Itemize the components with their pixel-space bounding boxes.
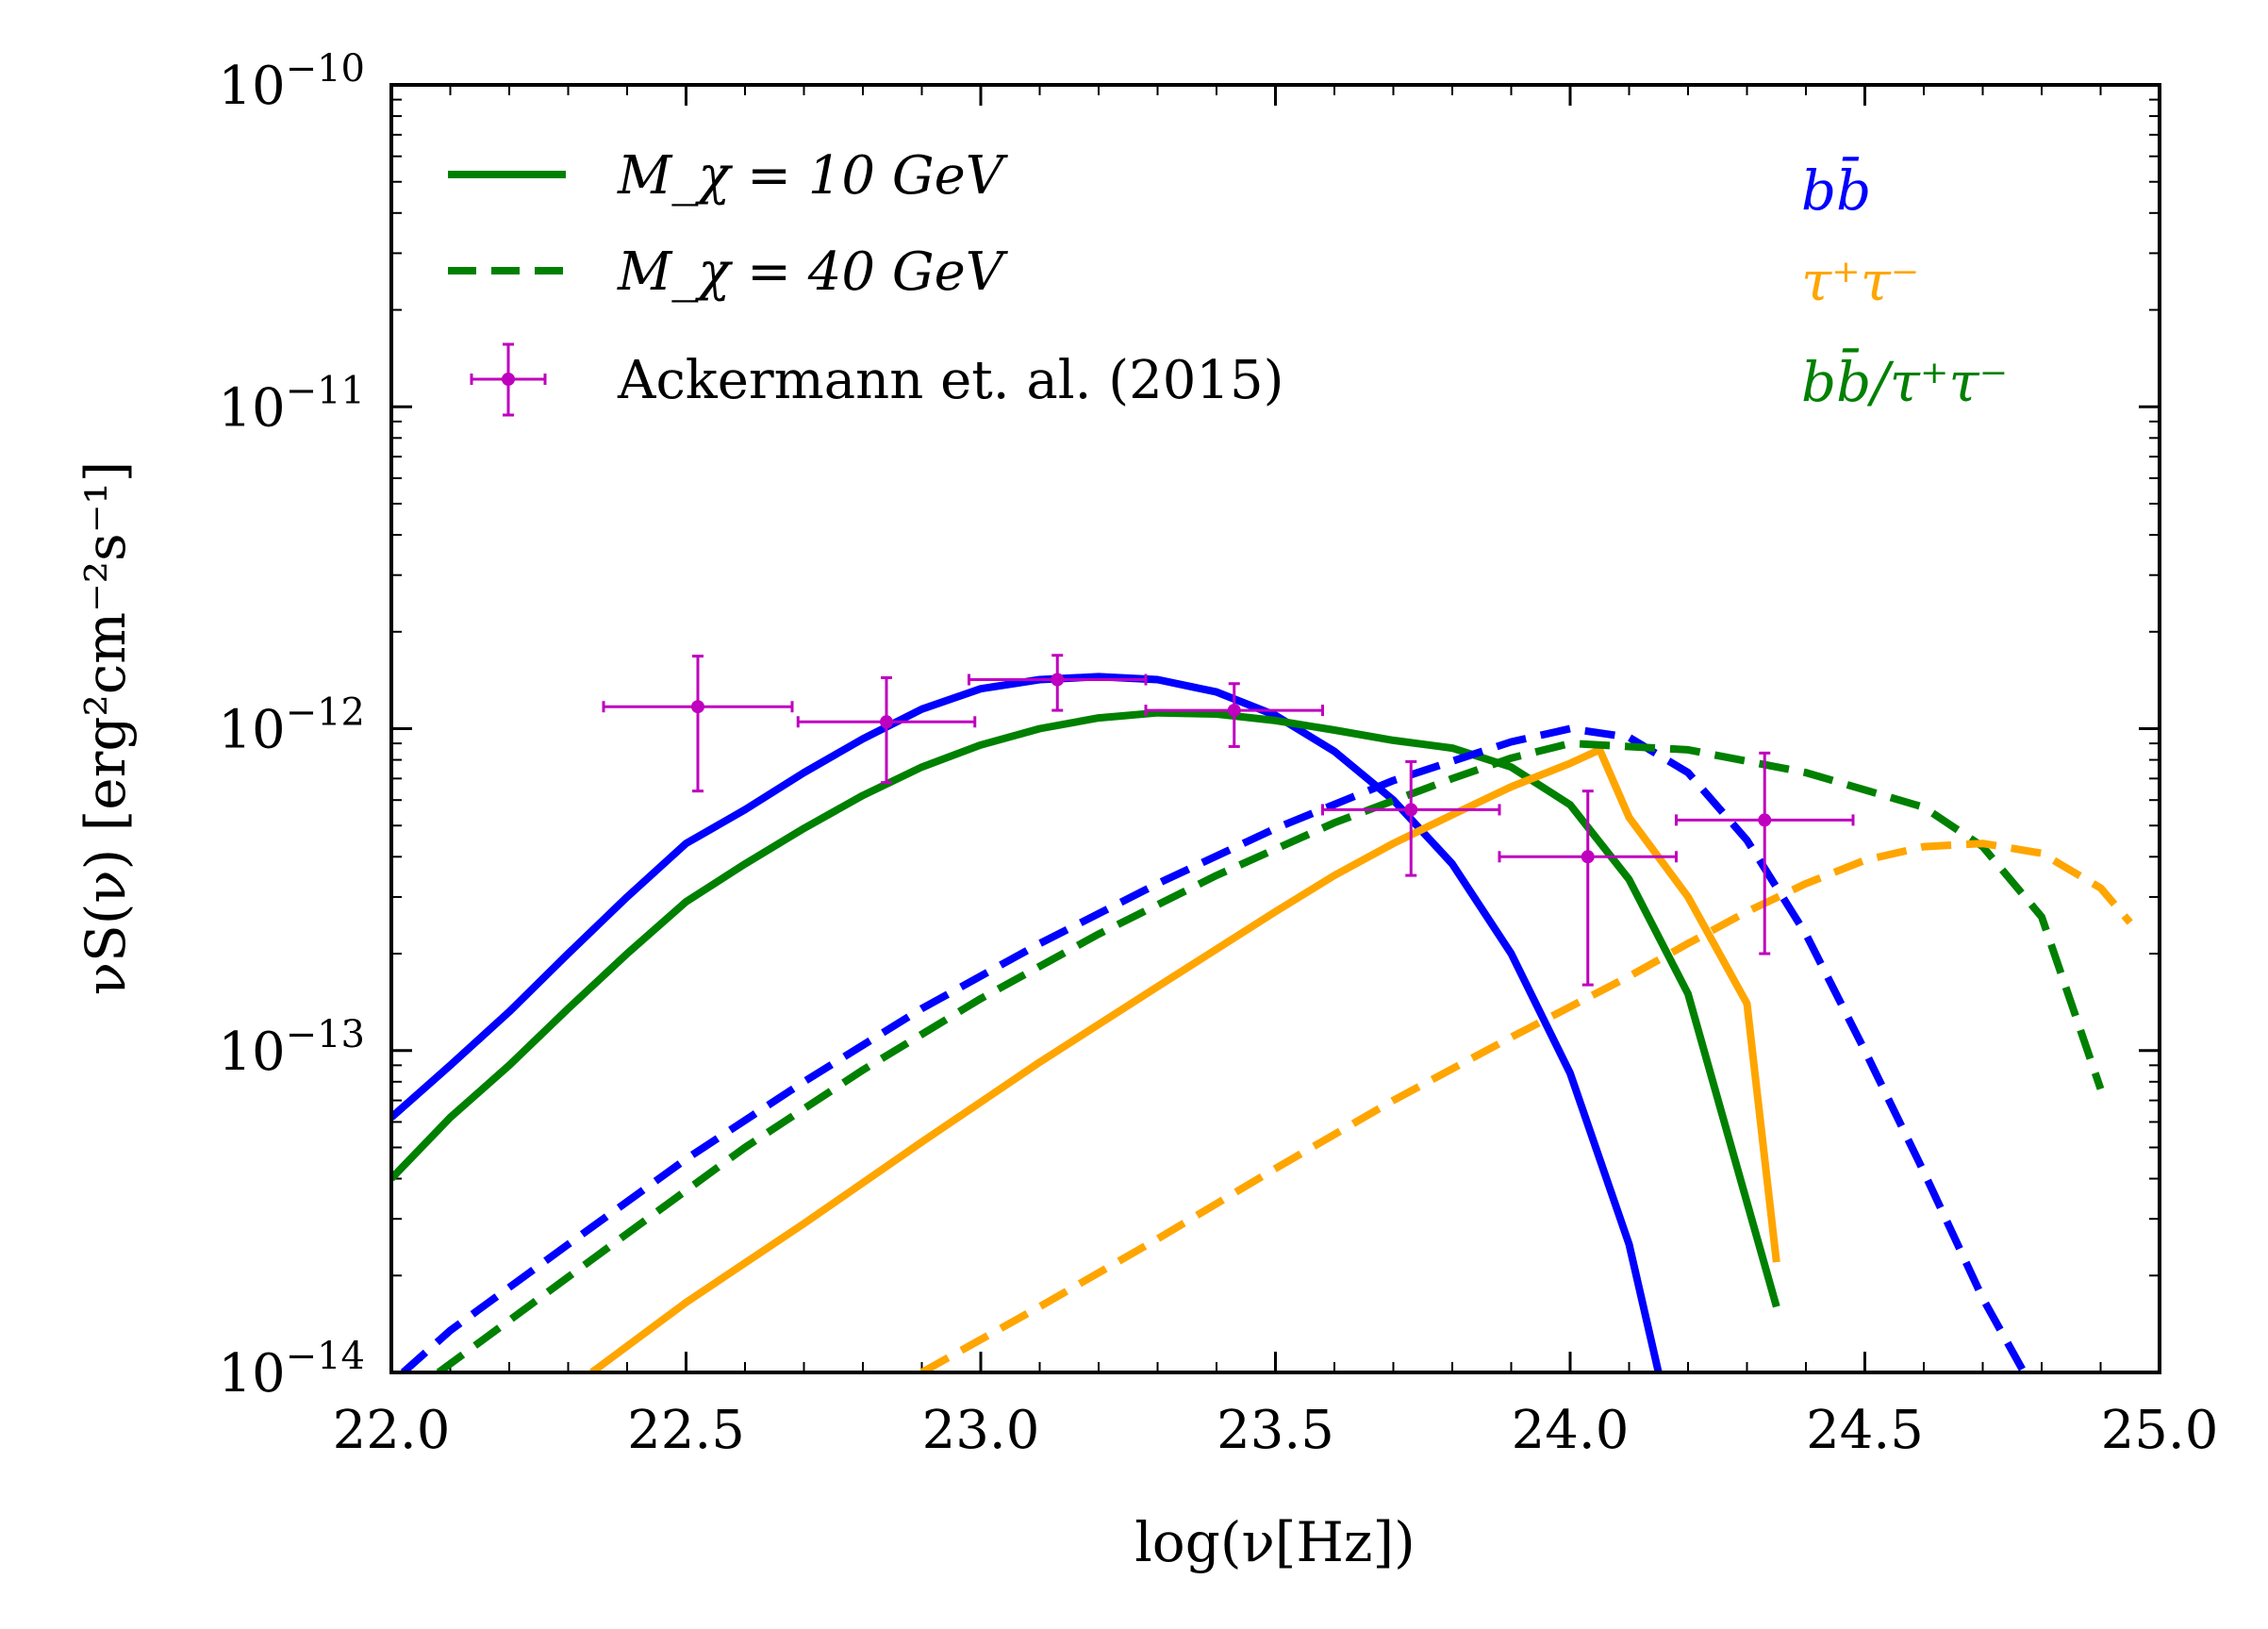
- legend: M_χ = 10 GeV M_χ = 40 GeV Ackermann et. …: [448, 145, 1283, 417]
- y-axis-label: νS(ν) [erg²cm⁻²s⁻¹]: [74, 461, 138, 996]
- series-line-40gev-5: [919, 839, 2133, 1372]
- plot-frame: [389, 83, 2161, 1374]
- series-line-10gev-2: [589, 745, 1780, 1372]
- data-marker: [1758, 813, 1772, 827]
- channel-label-mixed: bb̄/τ⁺τ⁻: [1801, 347, 2008, 414]
- x-axis-label: log(ν[Hz]): [1134, 1510, 1415, 1574]
- y-tick-label: 10−10: [218, 47, 365, 117]
- y-tick-labels: 10−14 10−13 10−12 10−11 10−10: [218, 47, 365, 1405]
- legend-mass-40: M_χ = 40 GeV: [617, 241, 1009, 303]
- data-marker: [1051, 673, 1065, 687]
- channel-label-tautau: τ⁺τ⁻: [1801, 249, 1919, 313]
- data-point: [1321, 759, 1501, 877]
- data-marker: [691, 700, 704, 714]
- data-marker: [1227, 704, 1241, 718]
- legend-label-ackermann: Ackermann et. al. (2015): [617, 350, 1283, 411]
- y-tick-label: 10−13: [218, 1013, 365, 1083]
- series-line-40gev-3: [400, 724, 2028, 1372]
- legend-mass-10: M_χ = 10 GeV: [617, 145, 1009, 207]
- x-tick-label: 25.0: [2101, 1400, 2219, 1461]
- legend-label-10gev: M_χ = 10 GeV: [617, 145, 1009, 207]
- x-tick-label: 23.0: [922, 1400, 1040, 1461]
- data-marker: [1581, 850, 1595, 864]
- y-tick-label: 10−14: [218, 1335, 365, 1405]
- y-tick-label: 10−11: [218, 369, 365, 439]
- data-marker: [1404, 803, 1418, 817]
- data-marker: [880, 715, 893, 729]
- errorbars: [602, 654, 1855, 987]
- x-tick-label: 24.0: [1512, 1400, 1630, 1461]
- x-tick-label: 23.5: [1217, 1400, 1334, 1461]
- data-point: [1675, 751, 1855, 956]
- legend-swatch-errorbar: [470, 342, 547, 417]
- y-tick-label: 10−12: [218, 691, 365, 761]
- x-tick-label: 22.5: [627, 1400, 745, 1461]
- data-point: [1144, 682, 1324, 748]
- data-point: [796, 675, 977, 785]
- channel-label-bb: bb̄: [1801, 156, 1871, 223]
- x-tick-label: 24.5: [1806, 1400, 1924, 1461]
- data-point: [1498, 790, 1678, 987]
- x-tick-labels: 22.0 22.5 23.0 23.5 24.0 24.5 25.0: [333, 1400, 2219, 1461]
- major-ticks: [389, 83, 2161, 1374]
- series-line-10gev-1: [391, 708, 1780, 1308]
- series-line-40gev-4: [436, 740, 2105, 1372]
- data-point: [968, 654, 1148, 712]
- legend-label-40gev: M_χ = 40 GeV: [617, 241, 1009, 303]
- data-point: [602, 655, 794, 793]
- x-tick-label: 22.0: [333, 1400, 451, 1461]
